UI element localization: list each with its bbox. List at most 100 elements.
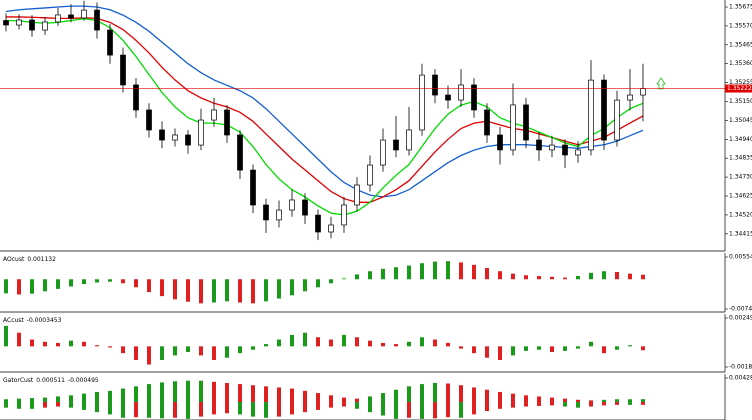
gator-bar (420, 402, 424, 419)
gator-bar (433, 382, 437, 403)
candle-body (614, 99, 620, 141)
gator-bar (316, 393, 320, 403)
y-tick-label: 1.35150 (729, 98, 752, 105)
histogram-bar (524, 275, 528, 280)
histogram-bar (589, 272, 593, 280)
gator-bar (394, 389, 398, 403)
histogram-bar (446, 261, 450, 280)
gator-bar (602, 399, 606, 403)
histogram-bar (147, 346, 151, 365)
gator-bar (277, 387, 281, 403)
gator-bar (550, 397, 554, 403)
histogram-bar (303, 279, 307, 292)
gator-bar (511, 402, 515, 408)
y-tick-label: 1.35465 (729, 41, 752, 48)
y-tick-label: -0.0018191 (729, 364, 752, 371)
histogram-bar (95, 279, 99, 283)
histogram-bar (576, 346, 580, 349)
histogram-bar (394, 344, 398, 347)
gator-bar (225, 402, 229, 414)
y-tick-label: 0.005544 (729, 254, 752, 261)
histogram-bar (290, 334, 294, 347)
candle-body (406, 129, 412, 151)
histogram-bar (641, 346, 645, 351)
current-price-label: 1.35222 (727, 85, 752, 92)
candle-body (146, 109, 152, 131)
histogram-bar (563, 277, 567, 280)
candle-body (484, 109, 490, 136)
histogram-bar (173, 346, 177, 356)
gator-bar (186, 402, 190, 419)
histogram-bar (563, 346, 567, 351)
gator-bar (56, 402, 60, 407)
gator-bar (420, 384, 424, 403)
histogram-bar (641, 274, 645, 280)
histogram-bar (537, 276, 541, 280)
histogram-bar (602, 271, 606, 280)
gator-bar (238, 402, 242, 415)
gator-bar (69, 395, 73, 403)
histogram-bar (17, 279, 21, 295)
histogram-bar (485, 268, 489, 280)
gator-bar (550, 402, 554, 406)
gator-bar (160, 382, 164, 403)
histogram-bar (342, 334, 346, 347)
gator-bar (43, 397, 47, 403)
histogram-bar (550, 346, 554, 353)
histogram-bar (550, 276, 554, 280)
histogram-bar (43, 279, 47, 292)
histogram-bar (316, 279, 320, 288)
histogram-bar (407, 341, 411, 347)
histogram-bar (329, 279, 333, 284)
gator-bar (199, 380, 203, 403)
histogram-bar (56, 342, 60, 347)
gator-bar (446, 383, 450, 403)
histogram-bar (420, 263, 424, 280)
gator-bar (381, 402, 385, 416)
candle-body (172, 134, 178, 141)
gator-bar (264, 402, 268, 418)
gator-bar (121, 402, 125, 418)
candle-body (289, 199, 295, 211)
gator-bar (524, 402, 528, 407)
histogram-bar (160, 279, 164, 297)
histogram-bar (342, 278, 346, 280)
gator-bar (472, 402, 476, 415)
gator-bar (108, 390, 112, 403)
candle-body (3, 20, 9, 26)
gator-bar (199, 402, 203, 417)
histogram-bar (238, 346, 242, 354)
gator-bar (30, 398, 34, 403)
candle-body (367, 164, 373, 186)
gator-bar (212, 381, 216, 403)
candle-body (640, 88, 646, 96)
indicator-name: GatorCust (3, 377, 34, 384)
histogram-bar (56, 279, 60, 289)
gator-bar (108, 402, 112, 415)
gator-bar (56, 396, 60, 403)
gator-bar (147, 402, 151, 418)
candle-body (419, 74, 425, 131)
candle-body (16, 19, 22, 26)
signal-arrow (656, 77, 666, 90)
candle-body (497, 134, 503, 151)
histogram-bar (355, 337, 359, 347)
gator-bar (446, 402, 450, 418)
candle-body (237, 134, 243, 171)
gator-bar (212, 402, 216, 415)
gator-bar (459, 385, 463, 403)
candle-body (549, 144, 555, 151)
candle-body (523, 104, 529, 141)
histogram-bar (69, 340, 73, 347)
histogram-bar (498, 346, 502, 360)
histogram-bar (628, 345, 632, 347)
candle-body (562, 144, 568, 156)
histogram-bar (329, 339, 333, 347)
histogram-bar (17, 332, 21, 347)
gator-bar (641, 399, 645, 403)
histogram-bar (186, 346, 190, 353)
histogram-bar (316, 337, 320, 347)
candle-body (380, 139, 386, 166)
gator-bar (615, 402, 619, 405)
current-price-box (725, 84, 752, 93)
